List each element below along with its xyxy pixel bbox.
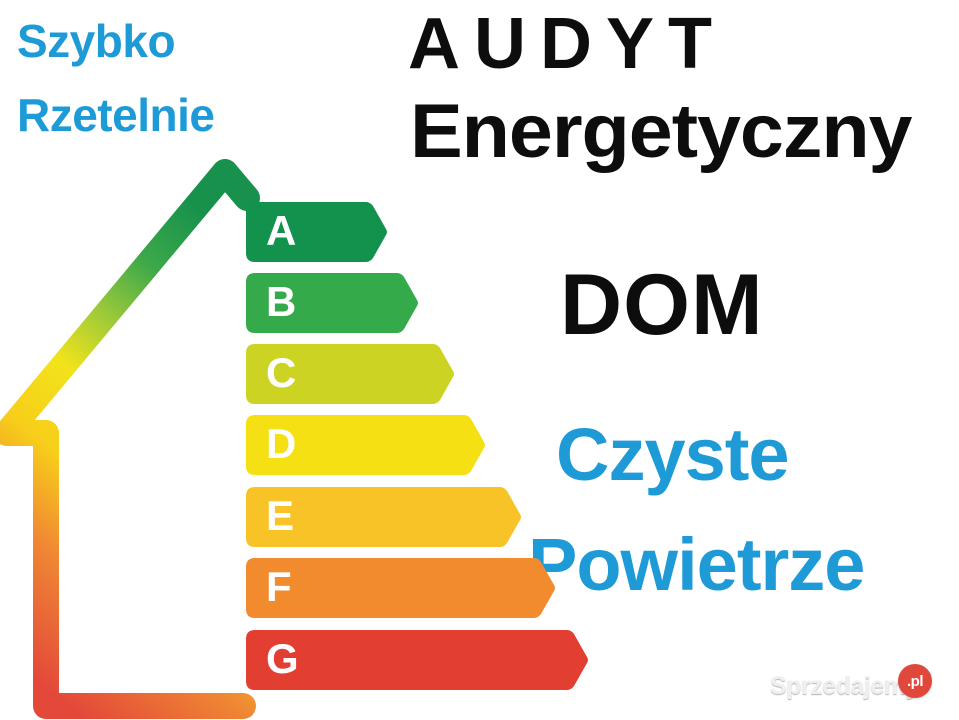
watermark-text: Sprzedajemy	[770, 672, 919, 700]
energy-bar-shape	[246, 558, 555, 618]
energy-bar-shape	[246, 344, 454, 404]
energy-bar-shape	[246, 273, 418, 333]
watermark-badge-icon: .pl	[898, 664, 932, 698]
headline-audyt: AUDYT	[408, 4, 726, 84]
energy-bar-g: G	[246, 630, 589, 690]
tagline-line-2: Rzetelnie	[17, 89, 215, 141]
energy-bar-label: G	[266, 635, 299, 683]
subheadline-line-1: Czyste	[556, 413, 790, 496]
energy-bar-b: B	[246, 273, 419, 333]
energy-bar-shape	[246, 415, 485, 475]
energy-bar-shape	[246, 487, 521, 547]
watermark: Sprzedajemy .pl	[770, 664, 950, 712]
energy-bar-label: A	[266, 207, 297, 255]
energy-bar-shape	[246, 202, 387, 262]
energy-bar-e: E	[246, 487, 522, 547]
headline-dom: DOM	[560, 257, 764, 353]
energy-bar-d: D	[246, 415, 486, 475]
watermark-badge-label: .pl	[907, 672, 924, 690]
energy-bar-label: B	[266, 278, 297, 326]
energy-bar-label: C	[266, 349, 297, 397]
subheadline-line-2: Powietrze	[528, 523, 865, 606]
energy-bar-a: A	[246, 202, 388, 262]
energy-bar-label: F	[266, 563, 292, 611]
house-outline-icon	[0, 159, 260, 719]
energy-bar-c: C	[246, 344, 455, 404]
headline-energetyczny: Energetyczny	[410, 89, 913, 174]
energy-bar-shape	[246, 630, 588, 690]
tagline-line-1: Szybko	[17, 15, 176, 67]
energy-bar-f: F	[246, 558, 556, 618]
energy-bar-label: D	[266, 420, 297, 468]
energy-bar-label: E	[266, 492, 295, 540]
